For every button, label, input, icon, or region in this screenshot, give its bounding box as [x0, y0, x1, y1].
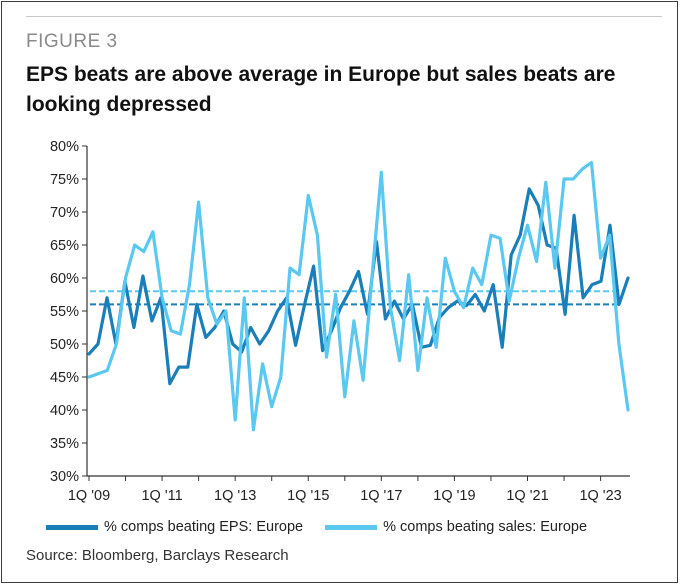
legend-item-sales: % comps beating sales: Europe — [325, 519, 587, 535]
legend: % comps beating EPS: Europe % comps beat… — [46, 517, 609, 537]
y-tick-label: 55% — [50, 304, 79, 320]
legend-label-sales: % comps beating sales: Europe — [383, 519, 588, 535]
legend-label-eps: % comps beating EPS: Europe — [104, 519, 304, 535]
x-tick-label: 1Q '23 — [579, 488, 621, 504]
x-tick-label: 1Q '17 — [360, 488, 402, 504]
y-tick-label: 65% — [50, 238, 79, 254]
x-tick-label: 1Q '19 — [433, 488, 475, 504]
legend-swatch-sales — [325, 524, 378, 530]
series-line-eps — [87, 187, 630, 386]
x-axis: 1Q '09 1Q '11 1Q '13 1Q '15 1Q '17 1Q '19 1Q '… — [68, 475, 630, 504]
x-tick-label: 1Q '09 — [68, 488, 110, 504]
average-lines — [90, 290, 620, 306]
y-tick-label: 35% — [50, 436, 79, 452]
figure-label: FIGURE 3 — [26, 31, 118, 52]
series-line-sales — [87, 160, 630, 432]
chart-title: EPS beats are above average in Europe bu… — [26, 63, 616, 116]
y-tick-label: 75% — [50, 172, 79, 188]
y-axis: 30% 35% 40% 45% 50% 55% 60% 65% 70% 75% 80% — [50, 139, 88, 485]
y-tick-label: 50% — [50, 337, 79, 353]
source-note: Source: Bloomberg, Barclays Research — [26, 547, 289, 564]
x-tick-label: 1Q '11 — [141, 488, 182, 504]
y-tick-label: 60% — [50, 271, 79, 287]
y-tick-label: 70% — [50, 205, 79, 221]
legend-item-eps: % comps beating EPS: Europe — [46, 519, 303, 535]
y-tick-label: 30% — [50, 469, 79, 485]
x-tick-label: 1Q '21 — [506, 488, 548, 504]
x-tick-label: 1Q '13 — [214, 488, 256, 504]
series-lines — [87, 160, 630, 432]
x-tick-label: 1Q '15 — [287, 488, 329, 504]
y-tick-label: 40% — [50, 403, 79, 419]
y-tick-label: 45% — [50, 370, 79, 386]
top-rule — [26, 16, 662, 17]
y-tick-label: 80% — [50, 139, 79, 155]
legend-swatch-eps — [46, 524, 98, 530]
